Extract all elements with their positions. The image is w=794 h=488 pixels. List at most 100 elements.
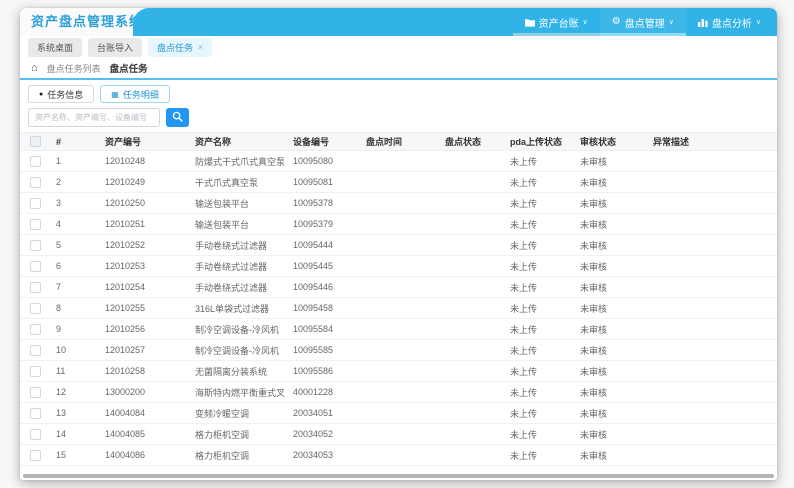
cell-asset_no: 14004084	[97, 402, 187, 424]
row-checkbox[interactable]	[30, 344, 41, 356]
cell-device_no: 10095444	[285, 234, 358, 256]
cell-check	[20, 150, 48, 172]
cell-device_no: 20034051	[285, 402, 358, 424]
tab-label: 台账导入	[97, 42, 134, 53]
cell-check_status	[437, 339, 502, 361]
select-all-checkbox[interactable]	[30, 136, 41, 148]
search-input[interactable]	[28, 108, 160, 127]
cell-check_time	[358, 297, 437, 319]
app-title: 资产盘点管理系统	[31, 14, 144, 29]
cell-check_time	[358, 213, 437, 235]
cell-asset_no: 12010254	[97, 276, 187, 298]
cell-check	[20, 381, 48, 403]
cell-audit_status: 未审核	[572, 402, 645, 424]
asset-table: # 资产编号 资产名称 设备编号 盘点时间 盘点状态 pda上传状态 审核状态 异常描述 1 12…	[20, 132, 777, 466]
row-checkbox[interactable]	[30, 302, 41, 314]
row-checkbox[interactable]	[30, 407, 41, 419]
cell-check_time	[358, 150, 437, 172]
app-header: 资产盘点管理系统 资产台账 ∨ ⚙ 盘点管理 ∨ 盘点分析 ∨	[20, 8, 777, 36]
cell-check_status	[437, 234, 502, 256]
cell-check_status	[437, 171, 502, 193]
cell-check_status	[437, 423, 502, 445]
cell-device_no: 10095458	[285, 297, 358, 319]
cell-exception	[645, 444, 777, 466]
horizontal-scrollbar[interactable]	[23, 474, 774, 478]
cell-pda_status: 未上传	[502, 213, 572, 235]
cell-asset_no: 14004085	[97, 423, 187, 445]
breadcrumb-parent[interactable]: 盘点任务列表	[46, 63, 101, 74]
close-icon[interactable]: ×	[198, 42, 204, 52]
cell-audit_status: 未审核	[572, 423, 645, 445]
column-header-check_time: 盘点时间	[358, 132, 437, 151]
cell-audit_status: 未审核	[572, 381, 645, 403]
menu-inventory-management[interactable]: ⚙ 盘点管理 ∨	[599, 8, 686, 36]
menu-label: 盘点管理	[624, 18, 665, 30]
table-row[interactable]: 15 14004086 格力柜机空调 20034053 未上传 未审核	[20, 444, 777, 466]
cell-exception	[645, 255, 777, 277]
table-row[interactable]: 13 14004084 变频冷暖空调 20034051 未上传 未审核	[20, 402, 777, 424]
grid-icon: ▦	[111, 89, 119, 99]
row-checkbox[interactable]	[30, 281, 41, 293]
table-row[interactable]: 7 12010254 手动卷绕式过滤器 10095446 未上传 未审核	[20, 276, 777, 298]
cell-exception	[645, 171, 777, 193]
row-checkbox[interactable]	[30, 260, 41, 272]
home-icon[interactable]: ⌂	[31, 62, 38, 74]
row-checkbox[interactable]	[30, 365, 41, 377]
row-checkbox[interactable]	[30, 176, 41, 188]
column-header-asset_no: 资产编号	[97, 132, 187, 151]
subtab-task-detail[interactable]: ▦ 任务明细	[100, 85, 170, 103]
table-row[interactable]: 6 12010253 手动卷绕式过滤器 10095445 未上传 未审核	[20, 255, 777, 277]
search-button[interactable]	[166, 108, 189, 127]
tab-inventory-task[interactable]: 盘点任务 ×	[148, 37, 213, 57]
table-row[interactable]: 10 12010257 制冷空调设备-冷风机 10095585 未上传 未审核	[20, 339, 777, 361]
cell-check_time	[358, 339, 437, 361]
tab-ledger-import[interactable]: 台账导入	[88, 37, 143, 57]
row-checkbox[interactable]	[30, 323, 41, 335]
table-header-row: # 资产编号 资产名称 设备编号 盘点时间 盘点状态 pda上传状态 审核状态 异常描述	[20, 132, 777, 151]
table-row[interactable]: 14 14004085 格力柜机空调 20034052 未上传 未审核	[20, 423, 777, 445]
cell-check_status	[437, 213, 502, 235]
tab-system-desktop[interactable]: 系统桌面	[28, 37, 83, 57]
table-row[interactable]: 9 12010256 制冷空调设备-冷风机 10095584 未上传 未审核	[20, 318, 777, 340]
cell-audit_status: 未审核	[572, 339, 645, 361]
menu-inventory-analysis[interactable]: 盘点分析 ∨	[686, 8, 773, 36]
table-row[interactable]: 3 12010250 输送包装平台 10095378 未上传 未审核	[20, 192, 777, 214]
cell-pda_status: 未上传	[502, 402, 572, 424]
table-row[interactable]: 4 12010251 输送包装平台 10095379 未上传 未审核	[20, 213, 777, 235]
table-row[interactable]: 2 12010249 干式爪式真空泵 10095081 未上传 未审核	[20, 171, 777, 193]
cell-pda_status: 未上传	[502, 339, 572, 361]
cell-asset_no: 12010249	[97, 171, 187, 193]
table-row[interactable]: 8 12010255 316L单袋式过滤器 10095458 未上传 未审核	[20, 297, 777, 319]
cell-asset_name: 无菌隔离分装系统	[187, 360, 285, 382]
cell-asset_no: 12010251	[97, 213, 187, 235]
chevron-down-icon: ∨	[755, 19, 761, 26]
row-checkbox[interactable]	[30, 239, 41, 251]
column-header-index: #	[48, 132, 97, 151]
cell-device_no: 10095585	[285, 339, 358, 361]
subtab-task-info[interactable]: ● 任务信息	[28, 85, 95, 103]
menu-asset-ledger[interactable]: 资产台账 ∨	[513, 8, 600, 36]
cell-exception	[645, 360, 777, 382]
cell-asset_no: 12010248	[97, 150, 187, 172]
cell-check_status	[437, 276, 502, 298]
cell-check	[20, 339, 48, 361]
row-checkbox[interactable]	[30, 449, 41, 461]
table-row[interactable]: 1 12010248 防爆式干式爪式真空泵 10095080 未上传 未审核	[20, 150, 777, 172]
table-row[interactable]: 5 12010252 手动卷绕式过滤器 10095444 未上传 未审核	[20, 234, 777, 256]
row-checkbox[interactable]	[30, 197, 41, 209]
cell-check_time	[358, 318, 437, 340]
cell-audit_status: 未审核	[572, 234, 645, 256]
gear-icon: ⚙	[611, 16, 621, 27]
row-checkbox[interactable]	[30, 218, 41, 230]
breadcrumb: ⌂ 盘点任务列表 盘点任务	[20, 58, 777, 78]
cell-index: 9	[48, 318, 97, 340]
cell-pda_status: 未上传	[502, 297, 572, 319]
row-checkbox[interactable]	[30, 155, 41, 167]
cell-pda_status: 未上传	[502, 360, 572, 382]
table-row[interactable]: 12 13000200 海斯特内燃平衡重式叉车 40001228 未上传 未审核	[20, 381, 777, 403]
row-checkbox[interactable]	[30, 386, 41, 398]
cell-pda_status: 未上传	[502, 171, 572, 193]
cell-asset_no: 13000200	[97, 381, 187, 403]
table-row[interactable]: 11 12010258 无菌隔离分装系统 10095586 未上传 未审核	[20, 360, 777, 382]
row-checkbox[interactable]	[30, 428, 41, 440]
